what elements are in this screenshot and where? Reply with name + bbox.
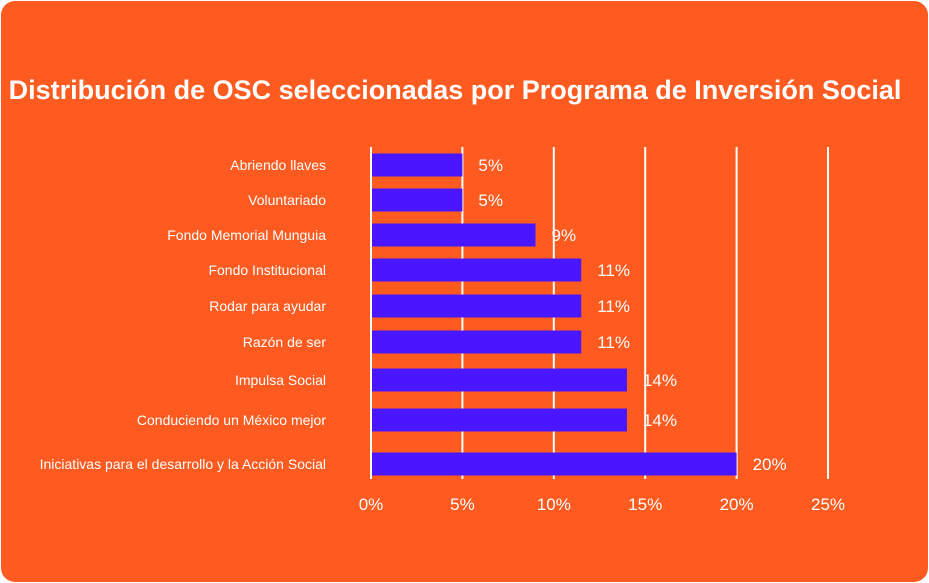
bar [372, 224, 536, 247]
chart-card: Distribución de OSC seleccionadas por Pr… [1, 1, 928, 582]
category-label: Razón de ser [243, 334, 327, 350]
data-label: 11% [597, 261, 630, 280]
category-label: Impulsa Social [235, 372, 326, 388]
bar [372, 189, 462, 212]
x-tick-label: 25% [811, 495, 845, 514]
category-label: Abriendo llaves [230, 157, 326, 173]
bar [372, 295, 581, 318]
data-label: 14% [643, 411, 677, 430]
bar [372, 369, 627, 392]
data-label: 11% [597, 333, 630, 352]
category-label: Rodar para ayudar [209, 298, 326, 314]
x-tick-label: 10% [537, 495, 571, 514]
x-tick-label: 5% [450, 495, 475, 514]
category-label: Voluntariado [248, 192, 326, 208]
x-tick-label: 20% [720, 495, 754, 514]
bar [372, 331, 581, 354]
category-label: Fondo Memorial Munguia [167, 227, 326, 243]
chart-title: Distribución de OSC seleccionadas por Pr… [9, 75, 902, 105]
bar [372, 453, 737, 476]
bar [372, 259, 581, 282]
data-label: 9% [552, 226, 577, 245]
bar [372, 409, 627, 432]
data-label: 14% [643, 371, 677, 390]
x-tick-label: 15% [628, 495, 662, 514]
bar-chart: Distribución de OSC seleccionadas por Pr… [1, 1, 928, 582]
data-label: 5% [478, 191, 503, 210]
category-label: Iniciativas para el desarrollo y la Acci… [40, 456, 326, 472]
data-label: 11% [597, 297, 630, 316]
category-label: Fondo Institucional [208, 262, 326, 278]
bar [372, 154, 462, 177]
category-label: Conduciendo un México mejor [137, 412, 326, 428]
data-label: 20% [753, 455, 787, 474]
x-tick-label: 0% [359, 495, 384, 514]
data-label: 5% [478, 156, 503, 175]
